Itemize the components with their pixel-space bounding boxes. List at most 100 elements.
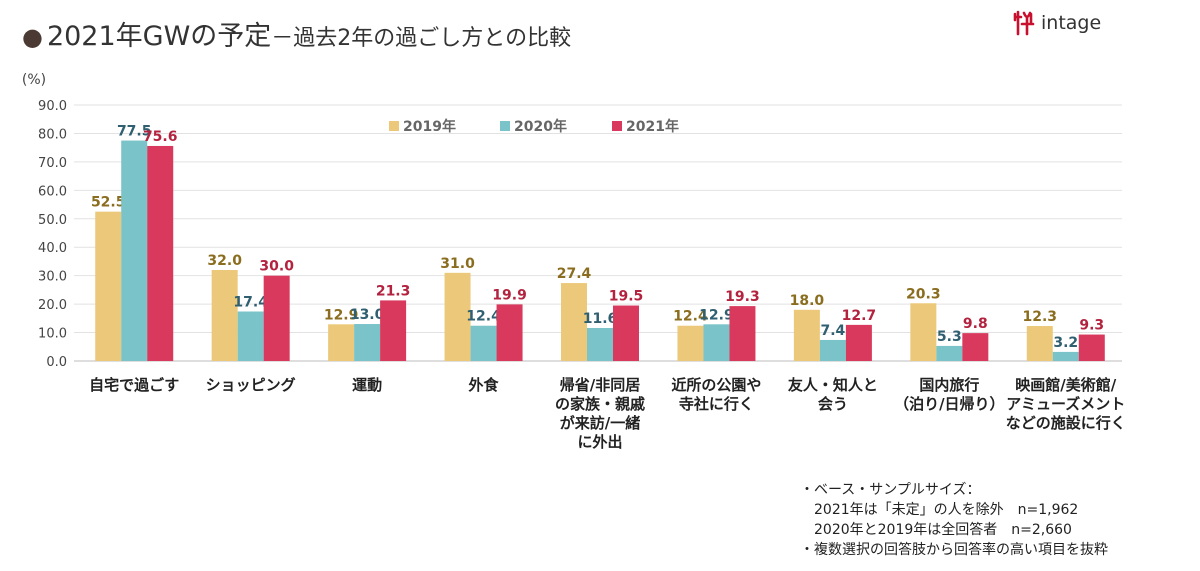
- bar: [561, 283, 587, 361]
- legend-label: 2019年: [403, 118, 456, 135]
- x-tick-label: アミューズメント: [1006, 395, 1125, 413]
- x-tick-label: 友人・知人と: [788, 376, 878, 394]
- bar: [703, 324, 730, 361]
- y-tick-label: 90.0: [38, 99, 67, 114]
- bar: [1052, 351, 1079, 361]
- x-tick-label: 運動: [352, 376, 382, 394]
- legend-label: 2021年: [626, 118, 679, 135]
- data-label: 12.7: [842, 308, 877, 324]
- x-tick-label: 近所の公園や: [671, 376, 761, 394]
- bar: [444, 272, 471, 361]
- data-label: 17.4: [233, 295, 268, 311]
- bar: [910, 303, 937, 361]
- intage-logo: intage: [1012, 10, 1101, 36]
- data-label: 18.0: [790, 293, 825, 309]
- bar: [95, 211, 122, 361]
- data-label: 13.0: [350, 307, 385, 323]
- x-tick-label: などの施設に行く: [1006, 414, 1126, 432]
- y-tick-label: 70.0: [38, 156, 67, 171]
- bar: [729, 306, 756, 361]
- bar: [1078, 334, 1105, 361]
- note-line: ・複数選択の回答肢から回答率の高い項目を抜粋: [800, 542, 1108, 558]
- data-label: 75.6: [143, 129, 178, 145]
- y-tick-label: 10.0: [38, 327, 67, 342]
- bar: [121, 140, 148, 361]
- bar: [147, 145, 174, 361]
- data-label: 31.0: [440, 256, 475, 272]
- data-label: 9.3: [1079, 318, 1104, 334]
- data-label: 21.3: [376, 283, 411, 299]
- data-label: 32.0: [207, 253, 242, 269]
- title-sub: －過去2年の過ごし方との比較: [271, 26, 572, 51]
- data-label: 19.5: [609, 289, 644, 305]
- y-tick-label: 50.0: [38, 213, 67, 228]
- bar: [677, 325, 704, 361]
- y-tick-label: 0.0: [46, 355, 67, 370]
- y-tick-label: 20.0: [38, 298, 67, 313]
- x-tick-label: ショッピング: [206, 376, 296, 394]
- notes: ・ベース・サンプルサイズ： 2021年は「未定」の人を除外 n=1,962 20…: [800, 480, 1108, 560]
- legend-label: 2020年: [514, 118, 567, 135]
- bar: [793, 309, 820, 361]
- data-label: 30.0: [259, 259, 294, 275]
- bar: [328, 324, 355, 361]
- data-label: 9.8: [963, 316, 988, 332]
- bar: [380, 300, 407, 361]
- data-label: 7.4: [820, 323, 845, 339]
- data-label: 19.9: [492, 287, 527, 303]
- bar: [587, 328, 613, 361]
- data-label: 27.4: [557, 266, 592, 282]
- data-label: 52.5: [91, 195, 126, 211]
- data-label: 5.3: [937, 329, 962, 345]
- bar: [470, 325, 497, 361]
- intage-mark-icon: [1013, 10, 1035, 36]
- bar: [211, 269, 238, 361]
- data-label: 12.4: [466, 309, 501, 325]
- x-tick-label: の家族・親戚: [555, 395, 645, 413]
- bar: [1026, 326, 1053, 361]
- bar: [819, 339, 846, 361]
- note-line: 2020年と2019年は全回答者 n=2,660: [800, 522, 1072, 538]
- data-label: 11.6: [583, 311, 618, 327]
- x-tick-label: に外出: [577, 433, 622, 451]
- x-tick-label: 国内旅行: [919, 376, 979, 394]
- x-tick-label: 帰省/非同居: [560, 376, 640, 394]
- title-main: 2021年GWの予定: [46, 21, 272, 52]
- x-tick-label: 会う: [818, 395, 848, 413]
- y-unit-label: (%): [22, 72, 46, 88]
- bar: [237, 311, 264, 361]
- y-tick-label: 60.0: [38, 184, 67, 199]
- x-tick-label: 映画館/美術館/: [1015, 376, 1116, 394]
- logo-text: intage: [1041, 12, 1102, 34]
- legend-swatch: [389, 121, 399, 131]
- note-line: 2021年は「未定」の人を除外 n=1,962: [800, 502, 1079, 518]
- x-tick-label: 寺社に行く: [679, 395, 754, 413]
- bar: [962, 333, 989, 361]
- x-tick-label: 自宅で過ごす: [89, 376, 179, 394]
- bullet-dot-icon: ●: [22, 23, 43, 51]
- bar: [354, 324, 381, 361]
- data-label: 12.9: [324, 307, 359, 323]
- bar: [613, 305, 639, 361]
- data-label: 12.9: [699, 307, 734, 323]
- data-label: 19.3: [725, 289, 760, 305]
- bar: [845, 324, 872, 361]
- page-title: ● 2021年GWの予定－過去2年の過ごし方との比較: [22, 14, 571, 53]
- x-tick-label: が来訪/一緒: [560, 414, 640, 432]
- bar: [496, 304, 523, 361]
- note-line: ・ベース・サンプルサイズ：: [800, 482, 981, 498]
- data-label: 12.4: [673, 309, 708, 325]
- x-tick-label: 外食: [468, 376, 500, 394]
- legend-swatch: [500, 121, 510, 131]
- y-tick-label: 30.0: [38, 270, 67, 285]
- bar: [263, 275, 290, 361]
- y-tick-label: 40.0: [38, 241, 67, 256]
- data-label: 77.5: [117, 124, 152, 140]
- data-label: 3.2: [1053, 335, 1078, 351]
- legend-swatch: [612, 121, 622, 131]
- x-tick-label: （泊り/日帰り）: [894, 395, 1004, 413]
- data-label: 12.3: [1023, 309, 1058, 325]
- bar: [936, 345, 963, 361]
- y-tick-label: 80.0: [38, 127, 67, 142]
